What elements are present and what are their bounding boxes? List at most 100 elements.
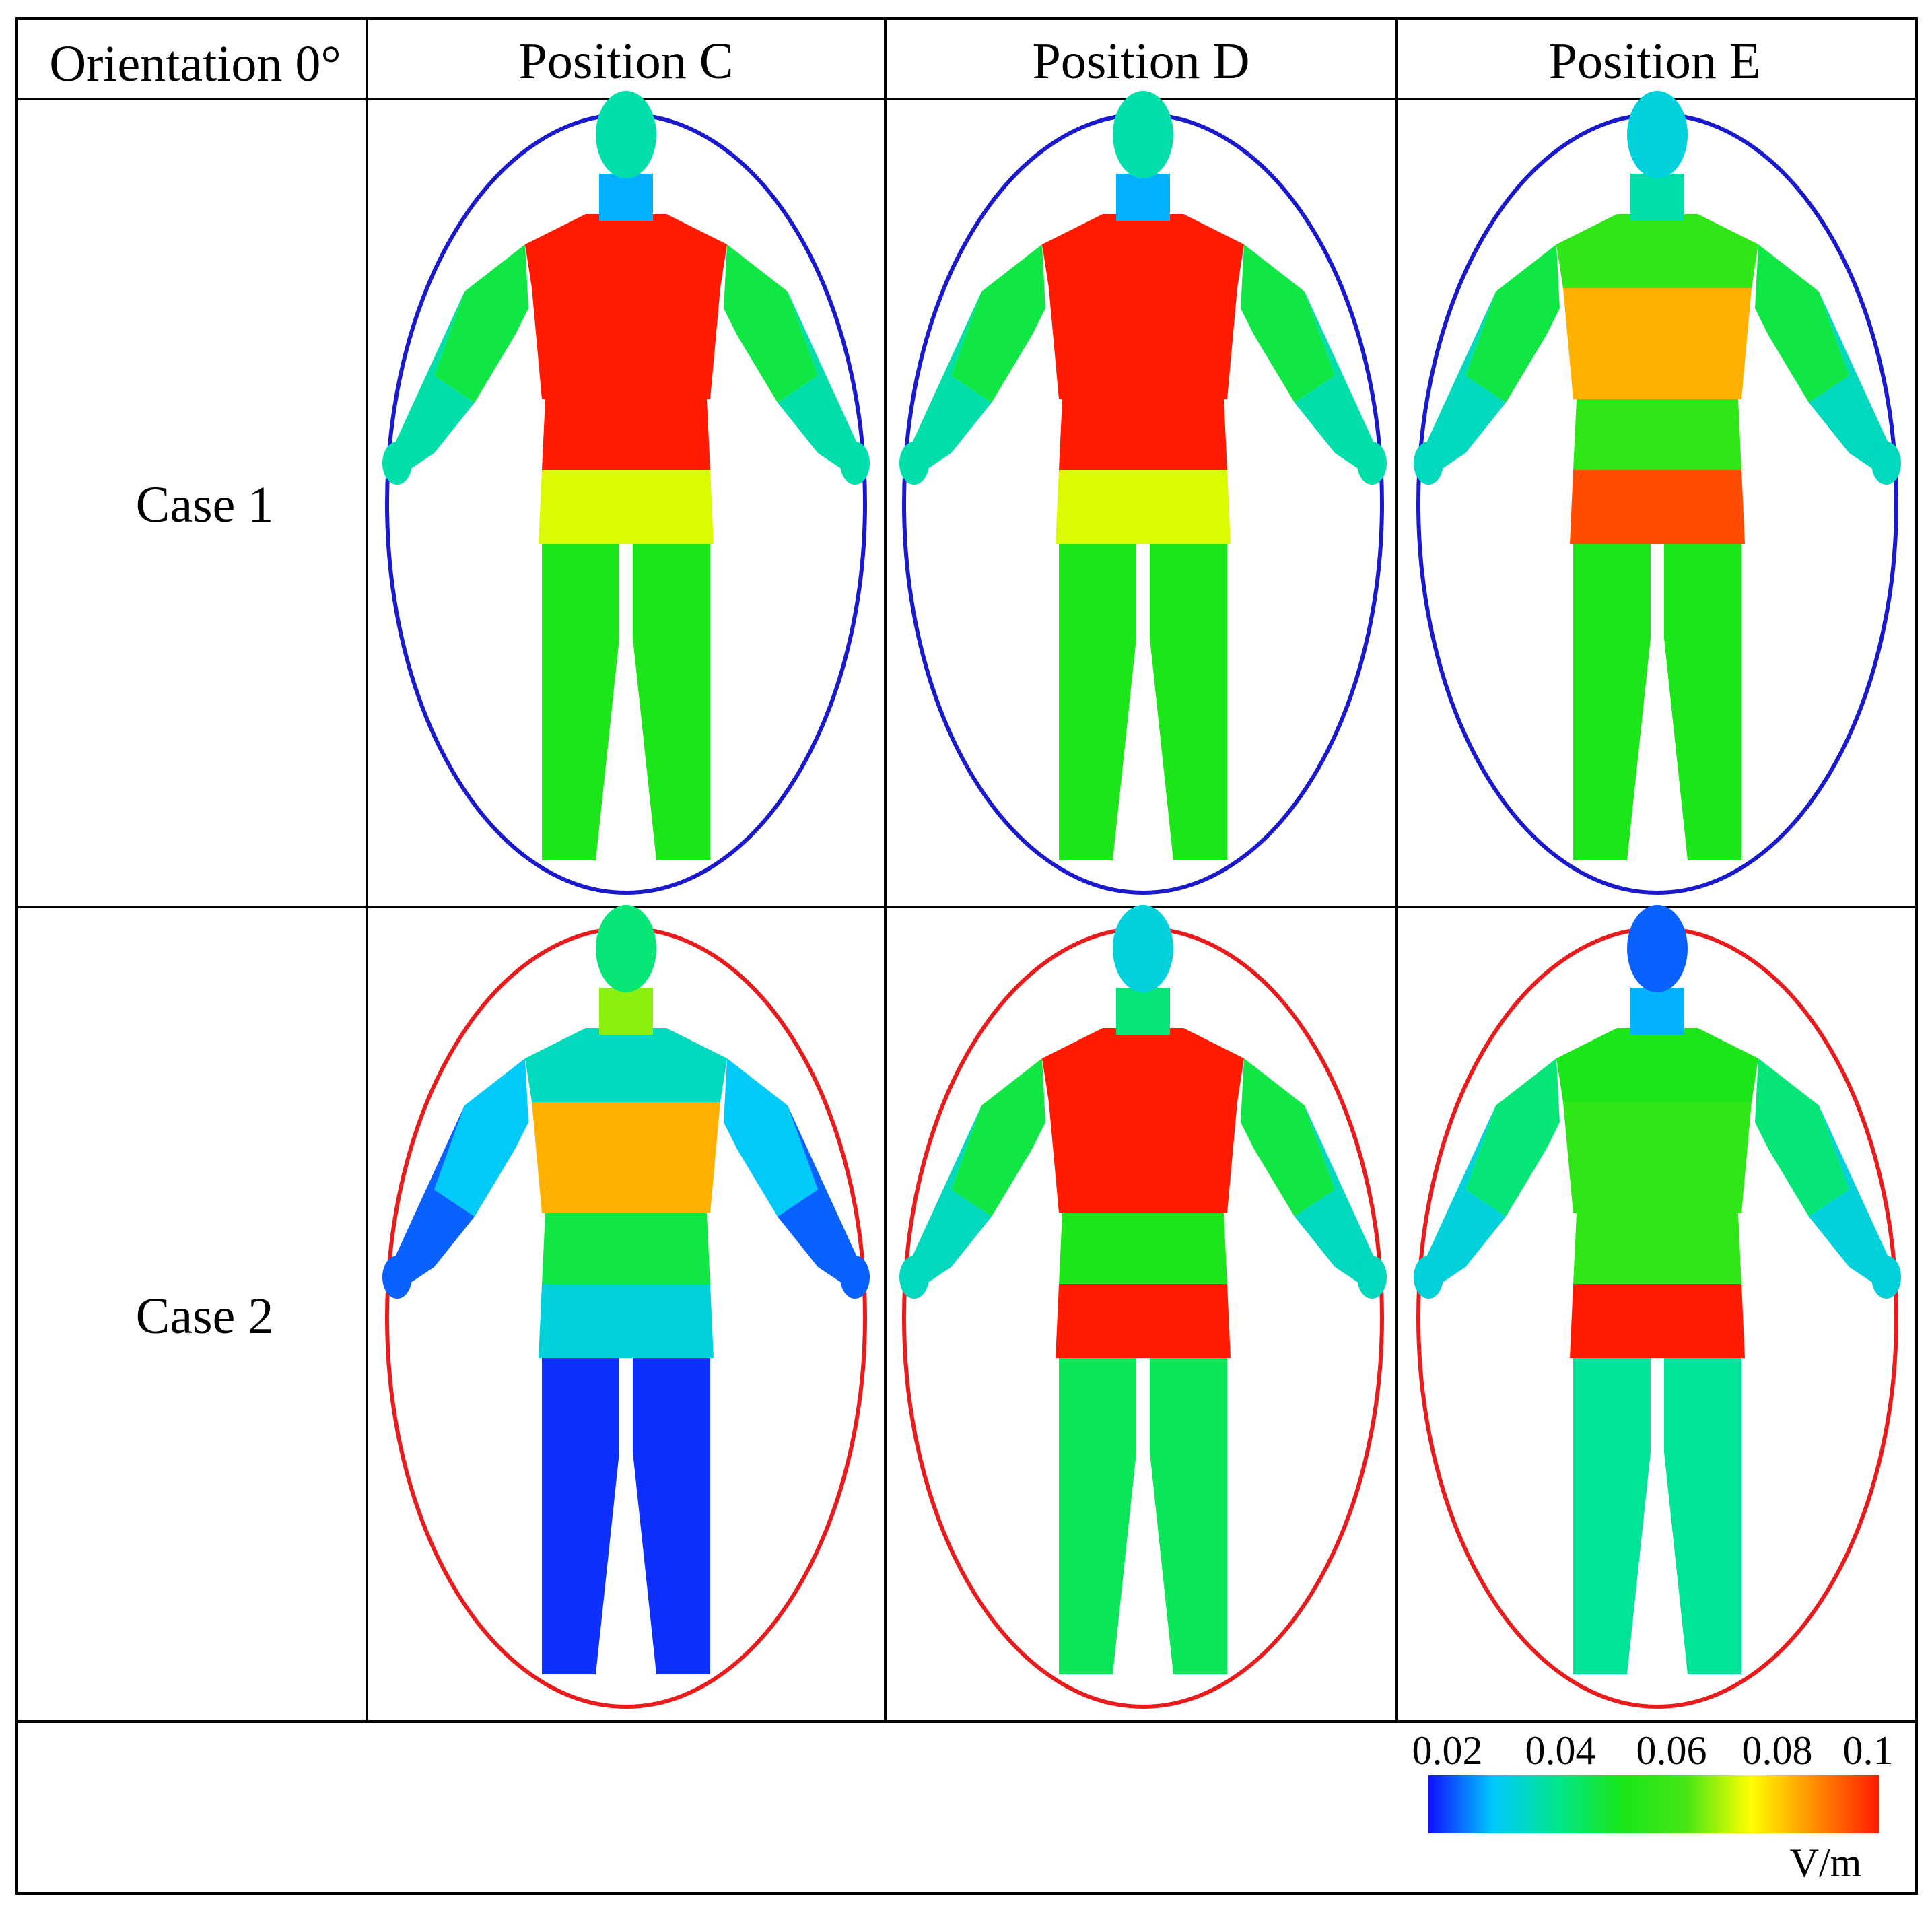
- shoulders: [1556, 214, 1758, 288]
- arm-upper: [951, 244, 1045, 403]
- field-maps: [382, 91, 1901, 1709]
- hand: [1871, 442, 1901, 485]
- leg: [1150, 534, 1227, 860]
- hips: [539, 470, 714, 544]
- arm-lower: [390, 1105, 475, 1287]
- arm-upper: [1755, 1058, 1849, 1217]
- hand: [840, 1256, 870, 1299]
- hand: [382, 1256, 412, 1299]
- arm-lower: [1295, 1105, 1379, 1287]
- leg: [633, 1348, 710, 1674]
- body-field-map: [899, 91, 1387, 895]
- leg: [1664, 1348, 1741, 1674]
- colorbar: 0.02 0.04 0.06 0.08 0.1 V/m: [1412, 1728, 1894, 1885]
- header-position-c: Position C: [519, 33, 734, 90]
- arm-lower: [778, 1105, 862, 1287]
- leg: [542, 1348, 619, 1674]
- arm-lower: [1809, 292, 1893, 473]
- hand: [1414, 1256, 1443, 1299]
- chest: [532, 288, 720, 399]
- hand: [899, 1256, 929, 1299]
- arm-upper: [434, 244, 528, 403]
- arm-lower: [390, 292, 475, 473]
- hips: [1570, 470, 1745, 544]
- hand: [840, 442, 870, 485]
- neck: [1630, 988, 1684, 1035]
- header-position-e: Position E: [1549, 33, 1761, 90]
- colorbar-tick-label: 0.04: [1525, 1728, 1596, 1773]
- waist: [542, 1213, 710, 1284]
- chest: [532, 1102, 720, 1213]
- body-field-map: [1414, 91, 1901, 895]
- body-field-map: [899, 905, 1387, 1709]
- hips: [1056, 470, 1231, 544]
- hand: [1357, 442, 1387, 485]
- head: [596, 905, 656, 992]
- hips: [539, 1284, 714, 1358]
- leg: [542, 534, 619, 860]
- header-corner-label: Orientation 0°: [49, 36, 341, 92]
- neck: [599, 988, 653, 1035]
- row-label-case-2: Case 2: [136, 1288, 274, 1344]
- table-border: [15, 17, 1918, 1895]
- colorbar-unit-label: V/m: [1790, 1841, 1862, 1885]
- head: [1113, 905, 1173, 992]
- hand: [899, 442, 929, 485]
- head: [596, 91, 656, 178]
- hips: [1056, 1284, 1231, 1358]
- arm-upper: [1241, 1058, 1335, 1217]
- leg: [1059, 1348, 1136, 1674]
- waist: [1059, 399, 1227, 470]
- body-field-map: [382, 91, 870, 895]
- row-label-case-1: Case 1: [136, 477, 274, 533]
- colorbar-tick-label: 0.06: [1636, 1728, 1707, 1773]
- head: [1627, 91, 1688, 178]
- neck: [1116, 174, 1170, 221]
- arm-lower: [1295, 292, 1379, 473]
- header-position-d: Position D: [1032, 33, 1249, 90]
- shoulders: [1042, 1028, 1244, 1102]
- arm-upper: [1465, 244, 1560, 403]
- shoulders: [1556, 1028, 1758, 1102]
- chest: [1049, 1102, 1237, 1213]
- head: [1627, 905, 1688, 992]
- shoulders: [525, 1028, 727, 1102]
- shoulders: [525, 214, 727, 288]
- colorbar-tick-label: 0.08: [1742, 1728, 1813, 1773]
- leg: [1573, 534, 1651, 860]
- arm-upper: [724, 1058, 818, 1217]
- arm-lower: [1422, 292, 1506, 473]
- hand: [382, 442, 412, 485]
- hips: [1570, 1284, 1745, 1358]
- waist: [1059, 1213, 1227, 1284]
- colorbar-gradient: [1428, 1775, 1879, 1833]
- hand: [1414, 442, 1443, 485]
- table-grid: [15, 17, 1918, 1895]
- arm-upper: [1755, 244, 1849, 403]
- leg: [1150, 1348, 1227, 1674]
- leg: [633, 534, 710, 860]
- body-field-map: [1414, 905, 1901, 1709]
- leg: [1573, 1348, 1651, 1674]
- hand: [1871, 1256, 1901, 1299]
- chest: [1563, 288, 1752, 399]
- leg: [1664, 534, 1741, 860]
- waist: [542, 399, 710, 470]
- chest: [1049, 288, 1237, 399]
- head: [1113, 91, 1173, 178]
- shoulders: [1042, 214, 1244, 288]
- colorbar-tick-label: 0.1: [1843, 1728, 1894, 1773]
- colorbar-tick-label: 0.02: [1412, 1728, 1483, 1773]
- waist: [1573, 1213, 1741, 1284]
- arm-upper: [724, 244, 818, 403]
- arm-lower: [907, 1105, 992, 1287]
- waist: [1573, 399, 1741, 470]
- arm-upper: [1241, 244, 1335, 403]
- arm-upper: [434, 1058, 528, 1217]
- arm-lower: [907, 292, 992, 473]
- neck: [599, 174, 653, 221]
- arm-lower: [778, 292, 862, 473]
- arm-lower: [1809, 1105, 1893, 1287]
- chest: [1563, 1102, 1752, 1213]
